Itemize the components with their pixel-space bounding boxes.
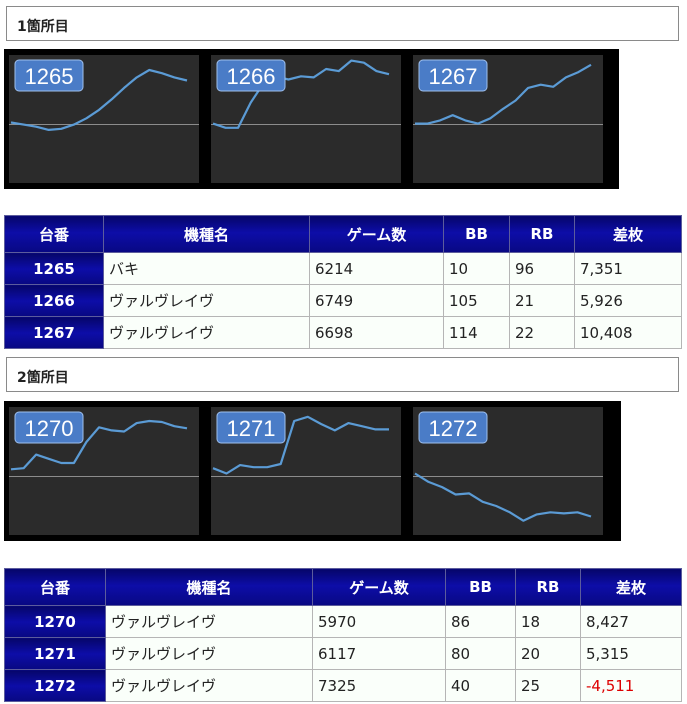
- section-2-title: 2箇所目: [6, 357, 679, 392]
- rb-cell: 21: [509, 284, 575, 317]
- header-bb: BB: [445, 568, 516, 606]
- series-line: [10, 419, 188, 471]
- machine-chart-1267: 1267: [413, 55, 603, 183]
- data-table-2: 台番 機種名 ゲーム数 BB RB 差枚 1270 ヴァルヴレイヴ 5970 8…: [4, 568, 682, 702]
- machine-name-cell: ヴァルヴレイヴ: [105, 669, 313, 702]
- header-machine-number: 台番: [4, 215, 104, 253]
- machine-number-cell: 1272: [4, 669, 106, 702]
- machine-label-text: 1266: [227, 64, 276, 89]
- machine-number-cell: 1266: [4, 284, 104, 317]
- machine-label-badge: [14, 411, 84, 444]
- bb-cell: 40: [445, 669, 516, 702]
- machine-name-cell: ヴァルヴレイヴ: [105, 637, 313, 670]
- table-header-row: 台番 機種名 ゲーム数 BB RB 差枚: [4, 568, 682, 606]
- header-machine-name: 機種名: [105, 568, 313, 606]
- header-rb: RB: [515, 568, 581, 606]
- charts-svg-1: 1265 1266 1267: [9, 55, 603, 183]
- rb-cell: 18: [515, 605, 581, 638]
- series-line: [414, 472, 592, 522]
- diff-cell: 8,427: [580, 605, 682, 638]
- machine-label-text: 1270: [25, 416, 74, 441]
- charts-strip-2: 1270 1271 1272: [4, 401, 621, 541]
- machine-number-cell: 1265: [4, 252, 104, 285]
- rb-cell: 96: [509, 252, 575, 285]
- machine-chart-1270: 1270: [9, 407, 199, 535]
- games-cell: 6117: [312, 637, 446, 670]
- machine-name-cell: ヴァルヴレイヴ: [105, 605, 313, 638]
- data-table-1: 台番 機種名 ゲーム数 BB RB 差枚 1265 バキ 6214 10 96 …: [4, 215, 682, 349]
- machine-label-badge: [216, 411, 286, 444]
- series-line: [10, 68, 188, 132]
- series-line: [415, 63, 592, 125]
- machine-label-badge: [418, 59, 488, 92]
- games-cell: 6214: [309, 252, 444, 285]
- header-games: ゲーム数: [309, 215, 444, 253]
- header-machine-number: 台番: [4, 568, 106, 606]
- table-header-row: 台番 機種名 ゲーム数 BB RB 差枚: [4, 215, 682, 253]
- rb-cell: 25: [515, 669, 581, 702]
- machine-name-cell: バキ: [103, 252, 310, 285]
- diff-cell: -4,511: [580, 669, 682, 702]
- games-cell: 6698: [309, 316, 444, 349]
- machine-label-text: 1265: [25, 64, 74, 89]
- machine-number-cell: 1267: [4, 316, 104, 349]
- machine-label-text: 1271: [227, 416, 276, 441]
- series-line: [212, 415, 389, 475]
- header-rb: RB: [509, 215, 575, 253]
- table-row: 1265 バキ 6214 10 96 7,351: [4, 252, 682, 285]
- bb-cell: 10: [443, 252, 510, 285]
- machine-chart-1266: 1266: [211, 55, 401, 183]
- table-row: 1271 ヴァルヴレイヴ 6117 80 20 5,315: [4, 637, 682, 670]
- header-machine-name: 機種名: [103, 215, 310, 253]
- games-cell: 7325: [312, 669, 446, 702]
- machine-label-text: 1272: [429, 416, 478, 441]
- rb-cell: 22: [509, 316, 575, 349]
- bb-cell: 105: [443, 284, 510, 317]
- games-cell: 6749: [309, 284, 444, 317]
- machine-name-cell: ヴァルヴレイヴ: [103, 284, 310, 317]
- header-diff: 差枚: [574, 215, 682, 253]
- machine-label-badge: [14, 59, 84, 92]
- machine-chart-1271: 1271: [211, 407, 401, 535]
- header-diff: 差枚: [580, 568, 682, 606]
- bb-cell: 86: [445, 605, 516, 638]
- machine-number-cell: 1271: [4, 637, 106, 670]
- header-games: ゲーム数: [312, 568, 446, 606]
- charts-svg-2: 1270 1271 1272: [9, 407, 603, 535]
- machine-label-badge: [216, 59, 286, 92]
- diff-cell: 5,315: [580, 637, 682, 670]
- charts-strip-1: 1265 1266 1267: [4, 49, 619, 189]
- machine-chart-1265: 1265: [9, 55, 199, 183]
- series-line: [212, 59, 390, 129]
- bb-cell: 80: [445, 637, 516, 670]
- diff-cell: 7,351: [574, 252, 682, 285]
- table-row: 1272 ヴァルヴレイヴ 7325 40 25 -4,511: [4, 669, 682, 702]
- machine-chart-1272: 1272: [413, 407, 603, 535]
- rb-cell: 20: [515, 637, 581, 670]
- machine-number-cell: 1270: [4, 605, 106, 638]
- machine-label-badge: [418, 411, 488, 444]
- table-row: 1270 ヴァルヴレイヴ 5970 86 18 8,427: [4, 605, 682, 638]
- machine-label-text: 1267: [429, 64, 478, 89]
- header-bb: BB: [443, 215, 510, 253]
- diff-cell: 10,408: [574, 316, 682, 349]
- games-cell: 5970: [312, 605, 446, 638]
- bb-cell: 114: [443, 316, 510, 349]
- machine-name-cell: ヴァルヴレイヴ: [103, 316, 310, 349]
- table-row: 1267 ヴァルヴレイヴ 6698 114 22 10,408: [4, 316, 682, 349]
- diff-cell: 5,926: [574, 284, 682, 317]
- section-1-title: 1箇所目: [6, 6, 679, 41]
- table-row: 1266 ヴァルヴレイヴ 6749 105 21 5,926: [4, 284, 682, 317]
